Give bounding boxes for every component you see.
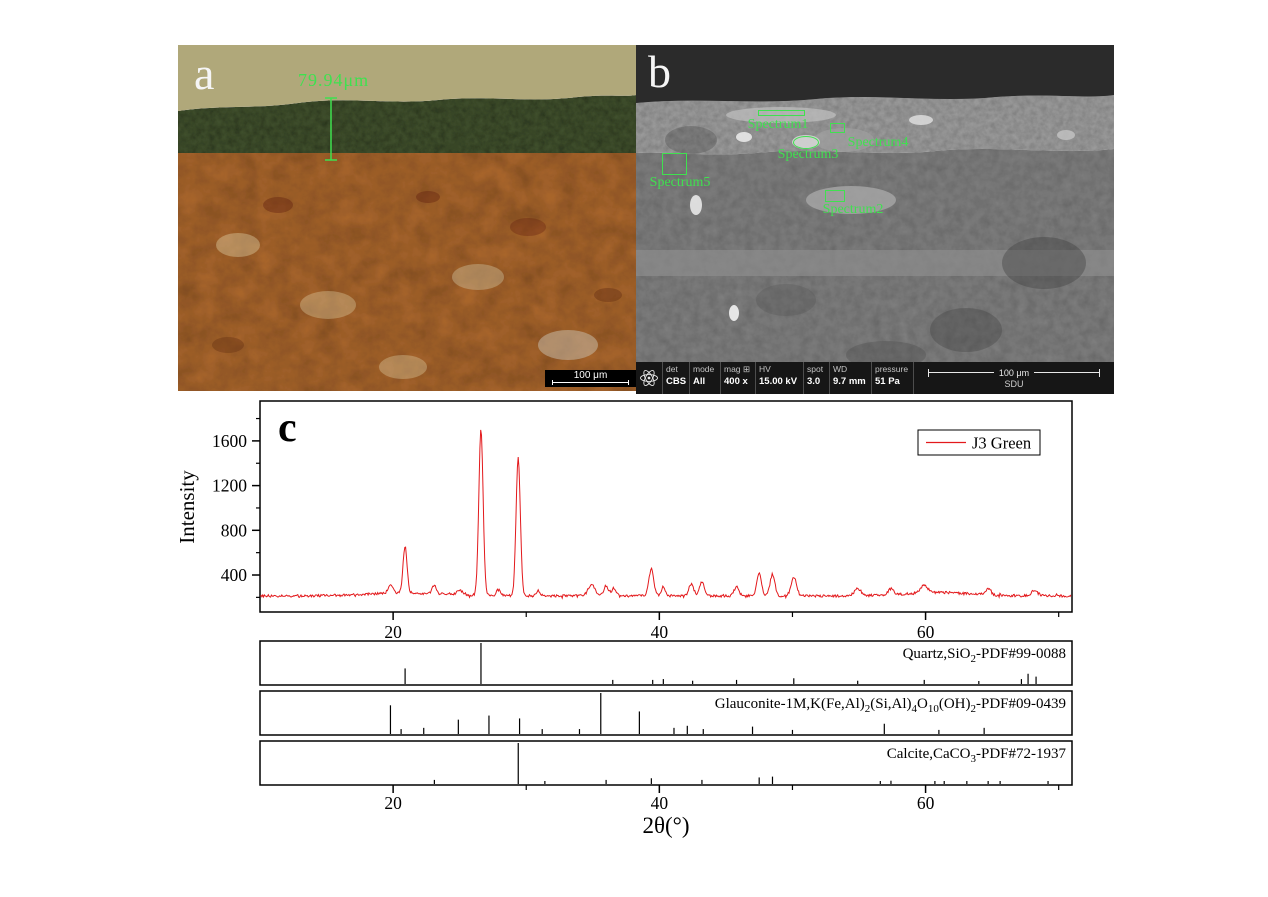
sem-param-value: 9.7 mm [833, 376, 866, 387]
sem-vendor-label: SDU [1004, 379, 1024, 389]
sem-micrograph-texture [636, 45, 1114, 362]
sem-param-mode: mode All [689, 362, 720, 394]
panel-a-label: a [194, 48, 215, 99]
bottom-axis-tick-label: 60 [917, 793, 935, 813]
spectrum1-roi-box [758, 110, 805, 116]
xrd-curve [259, 429, 1072, 600]
panel-b-label: b [648, 46, 671, 97]
body-inclusions [212, 191, 622, 379]
ref_glauconite-label: Glauconite-1M,K(Fe,Al)2(Si,Al)4O10(OH)2-… [715, 696, 1066, 715]
legend-label: J3 Green [972, 434, 1031, 453]
sem-param-header: mode [693, 364, 715, 374]
sem-param-det: det CBS [662, 362, 689, 394]
x-axis-tick-label: 60 [917, 622, 935, 642]
spectrum4-label: Spectrum4 [847, 135, 909, 150]
ref_calcite-label: Calcite,CaCO3-PDF#72-1937 [887, 746, 1067, 765]
spectrum3-label: Spectrum3 [777, 147, 839, 162]
ref_quartz-frame [259, 640, 1073, 686]
spectrum2-label: Spectrum2 [822, 202, 884, 217]
bottom-axis-tick-label: 20 [384, 793, 402, 813]
spectrum5-roi-box [662, 153, 687, 175]
sem-param-value: 3.0 [807, 376, 821, 387]
optical-micrograph-panel: a 79.94μm 100 μm [178, 45, 636, 391]
sem-epoxy-region [636, 45, 1114, 103]
y-axis-tick-label: 400 [221, 565, 248, 585]
y-axis-tick-label: 1200 [212, 476, 247, 496]
xrd-plot-frame [259, 400, 1073, 613]
sem-scale-area: 100 μm SDU [913, 362, 1114, 394]
y-axis-tick-label: 1600 [212, 431, 247, 451]
spectrum2-roi-box [825, 190, 845, 202]
ref_calcite-frame [259, 740, 1073, 786]
sem-param-value: 15.00 kV [759, 376, 798, 387]
sem-param-hv: HV 15.00 kV [755, 362, 803, 394]
scale-bar: 100 μm [545, 370, 636, 387]
x-axis-tick-label: 40 [651, 622, 669, 642]
sem-param-value: 400 x [724, 376, 748, 387]
thickness-measurement-line [325, 97, 337, 161]
sem-info-bar: det CBS mode All mag ⊞ 400 x HV 15.00 kV spot 3.0… [636, 362, 1114, 394]
sem-param-value: 51 Pa [875, 376, 900, 387]
sem-dark-patches [665, 126, 1086, 362]
glaze-layer-region [178, 95, 636, 166]
spectrum3-roi-box [793, 136, 819, 149]
sem-param-wd: WD 9.7 mm [829, 362, 871, 394]
scale-bar-line [552, 380, 629, 385]
spectrum1-label: Spectrum1 [747, 117, 809, 132]
sem-parameter-columns: det CBS mode All mag ⊞ 400 x HV 15.00 kV spot 3.0… [662, 362, 913, 394]
spectrum4-roi-box [830, 123, 845, 133]
ref_glauconite-frame [259, 690, 1073, 736]
sem-scale-bar-label: 100 μm [998, 367, 1030, 378]
sem-param-header: det [666, 364, 678, 374]
sem-param-value: CBS [666, 376, 687, 387]
spectrum5-label: Spectrum5 [649, 175, 711, 190]
sem-param-header: HV [759, 364, 771, 374]
panel-c-label: c [278, 405, 297, 451]
ref_quartz-label: Quartz,SiO2-PDF#99-0088 [903, 646, 1066, 665]
x-axis-tick-label: 20 [384, 622, 402, 642]
sem-param-value: All [693, 376, 706, 387]
scale-bar-label: 100 μm [573, 370, 608, 381]
sem-micrograph-panel: Spectrum1 Spectrum2 Spectrum3 Spectrum4 Spec… [636, 45, 1114, 394]
sem-param-header: pressure [875, 364, 909, 374]
bottom-axis-tick-label: 40 [651, 793, 669, 813]
sem-interface-band [636, 250, 1114, 276]
sem-param-header: WD [833, 364, 848, 374]
sem-param-mag: mag ⊞ 400 x [720, 362, 755, 394]
y-axis-tick-label: 800 [221, 520, 248, 540]
sem-param-header: mag ⊞ [724, 364, 751, 374]
sem-param-pressure: pressure 51 Pa [871, 362, 913, 394]
optical-micrograph-texture [178, 45, 636, 391]
y-axis-title: Intensity [175, 470, 199, 544]
x-axis-title: 2θ(°) [642, 813, 689, 838]
thickness-measurement-label: 79.94μm [298, 70, 370, 90]
sem-param-spot: spot 3.0 [803, 362, 829, 394]
sem-param-header: spot [807, 364, 824, 374]
microscope-vendor-icon [636, 362, 662, 394]
spectrum-annotations-layer: Spectrum1 Spectrum2 Spectrum3 Spectrum4 Spec… [636, 45, 1114, 362]
sem-scale-bar-line: 100 μm [928, 366, 1101, 379]
